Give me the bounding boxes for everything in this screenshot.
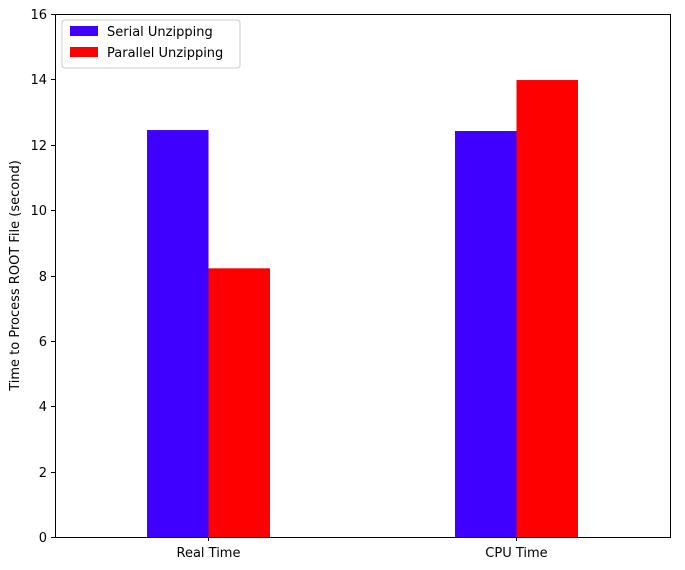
plot-frame: [55, 14, 671, 538]
bar-serial-unzipping-real-time: [147, 130, 209, 537]
x-tick-label: Real Time: [177, 546, 241, 561]
x-tick-label: CPU Time: [485, 546, 547, 561]
bars-group: [147, 80, 578, 538]
legend-label: Parallel Unzipping: [107, 46, 223, 61]
legend-label: Serial Unzipping: [107, 25, 213, 40]
y-axis-label: Time to Process ROOT File (second): [8, 160, 23, 392]
y-tick-label: 12: [30, 139, 47, 154]
legend-swatch: [70, 26, 98, 36]
bar-parallel-unzipping-real-time: [208, 268, 270, 537]
y-tick-label: 8: [39, 270, 47, 285]
y-tick-label: 6: [39, 335, 47, 350]
legend: Serial Unzipping Parallel Unzipping: [61, 19, 241, 69]
legend-swatch: [70, 47, 98, 57]
y-tick-label: 10: [30, 204, 47, 219]
bar-parallel-unzipping-cpu-time: [516, 80, 578, 537]
y-tick-label: 16: [30, 8, 47, 23]
y-axis: 0 2 4 6 8 10 12 14 16: [30, 8, 55, 546]
bar-serial-unzipping-cpu-time: [455, 131, 517, 538]
y-tick-label: 4: [39, 400, 47, 415]
x-axis: Real Time CPU Time: [177, 537, 548, 561]
y-tick-label: 14: [30, 73, 47, 88]
y-tick-label: 0: [39, 531, 47, 546]
y-tick-label: 2: [39, 466, 47, 481]
legend-box: [61, 19, 241, 69]
plot-area: 0 2 4 6 8 10 12 14 16 Real Time CPU Time: [30, 8, 671, 561]
